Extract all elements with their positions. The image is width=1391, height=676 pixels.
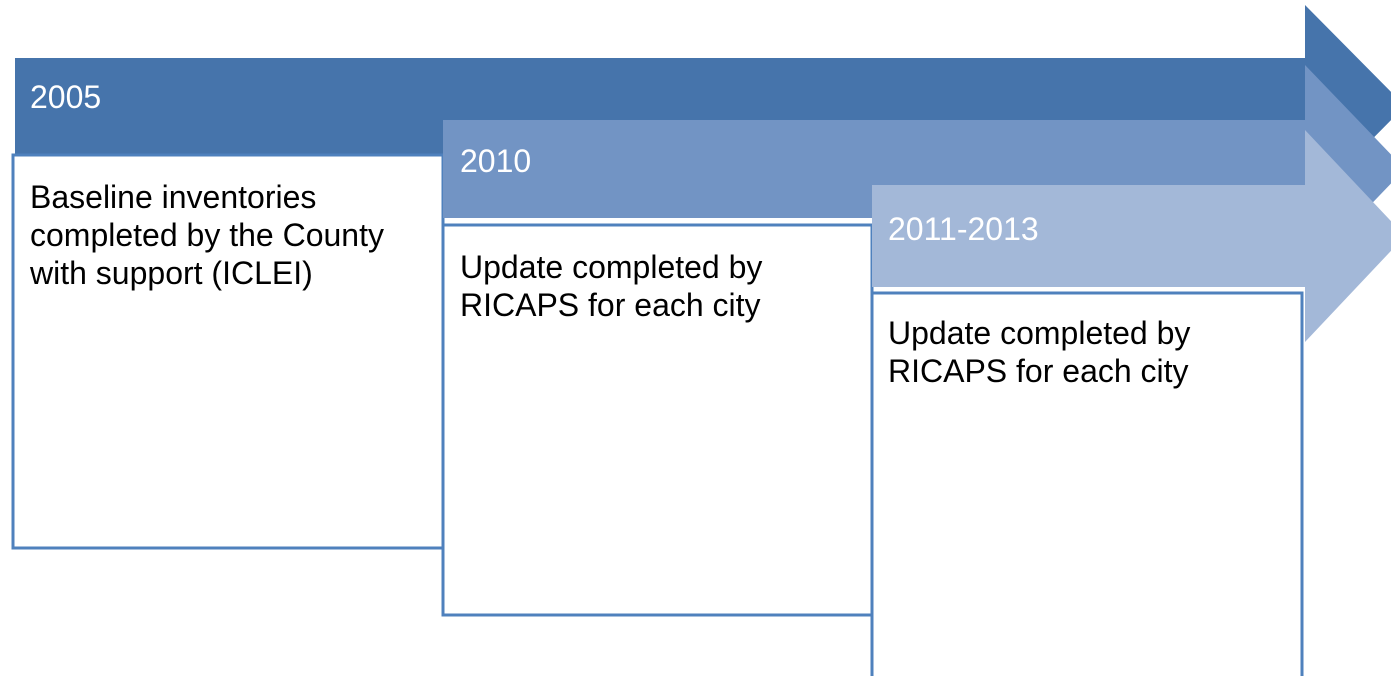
description: Update completed by RICAPS for each city — [888, 315, 1191, 389]
year-label: 2011-2013 — [888, 211, 1039, 247]
box — [870, 291, 1304, 676]
year-label: 2005 — [30, 79, 102, 115]
box — [11, 153, 445, 550]
arrow — [872, 130, 1391, 342]
year-label: 2010 — [460, 143, 532, 179]
description: Update completed by RICAPS for each city — [460, 249, 763, 323]
arrow — [15, 5, 1391, 207]
box — [441, 223, 874, 617]
description: Baseline inventories completed by the Co… — [30, 179, 384, 291]
arrow — [443, 65, 1391, 273]
